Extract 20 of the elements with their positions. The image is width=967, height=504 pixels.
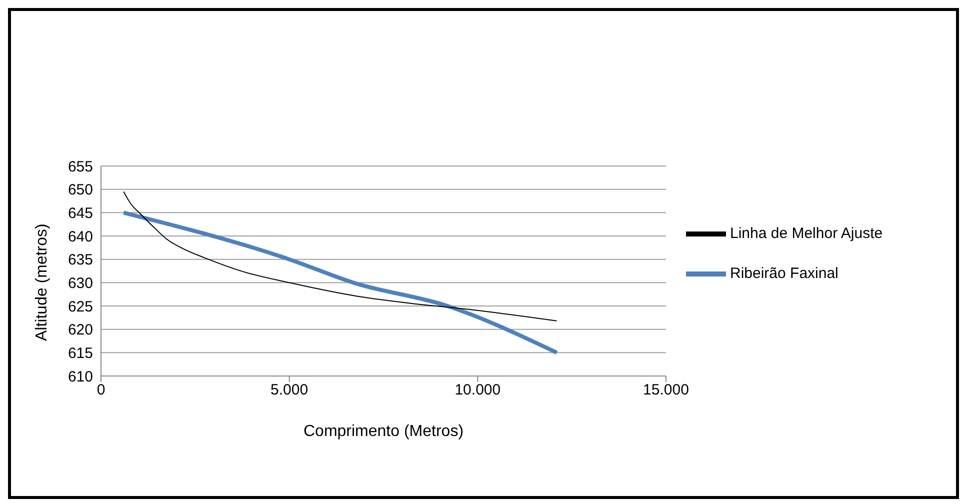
x-axis-title: Comprimento (Metros) xyxy=(303,423,464,440)
y-tick-label: 630 xyxy=(68,274,93,292)
x-tick-label: 0 xyxy=(96,382,106,399)
y-tick-label: 650 xyxy=(68,182,93,199)
legend-label: Ribeirão Faxinal xyxy=(730,264,838,282)
legend-label: Linha de Melhor Ajuste xyxy=(730,224,883,242)
y-tick-label: 645 xyxy=(68,204,93,222)
line-series xyxy=(122,210,559,355)
y-axis-title: Altitude (metros) xyxy=(34,224,51,341)
line-series xyxy=(123,191,558,322)
x-tick-label: 5.000 xyxy=(270,382,308,399)
y-tick-label: 625 xyxy=(68,298,93,316)
y-tick-label: 615 xyxy=(68,344,93,362)
x-tick-label: 15.000 xyxy=(643,382,689,399)
y-tick-label: 610 xyxy=(68,368,93,386)
y-tick-label: 635 xyxy=(68,252,93,269)
y-tick-label: 620 xyxy=(68,322,93,339)
y-tick-label: 655 xyxy=(68,158,93,176)
x-tick-label: 10.000 xyxy=(454,382,501,399)
y-tick-label: 640 xyxy=(68,228,93,246)
